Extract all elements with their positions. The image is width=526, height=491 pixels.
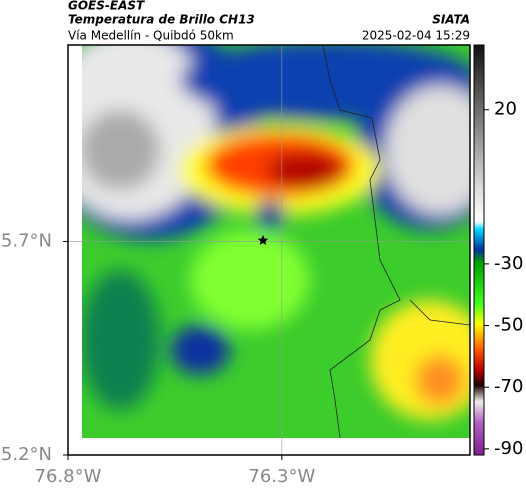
brightness-field xyxy=(82,45,470,438)
source: SIATA xyxy=(432,13,470,27)
colorbar-label: -90 xyxy=(494,438,523,459)
location-marker xyxy=(257,235,269,245)
y-tick-label: 5.2°N xyxy=(1,444,52,465)
subtitle: Temperatura de Brillo CH13 xyxy=(68,13,255,27)
x-tick-label: 76.8°W xyxy=(35,466,102,487)
timestamp: 2025-02-04 15:29 xyxy=(362,29,470,43)
border xyxy=(409,299,471,326)
map-frame xyxy=(67,44,471,456)
colorbar-label: -50 xyxy=(494,315,523,336)
colorbar-label: 20 xyxy=(494,99,517,120)
colorbar-label: -30 xyxy=(494,253,523,274)
y-tick-label: 5.7°N xyxy=(1,230,52,251)
title: GOES-EAST xyxy=(68,0,145,13)
region: Vía Medellín - Quibdó 50km xyxy=(68,29,234,43)
border xyxy=(322,44,401,439)
colorbar-label: -70 xyxy=(494,376,523,397)
colorbar xyxy=(473,44,485,456)
x-tick-label: 76.3°W xyxy=(248,466,315,487)
